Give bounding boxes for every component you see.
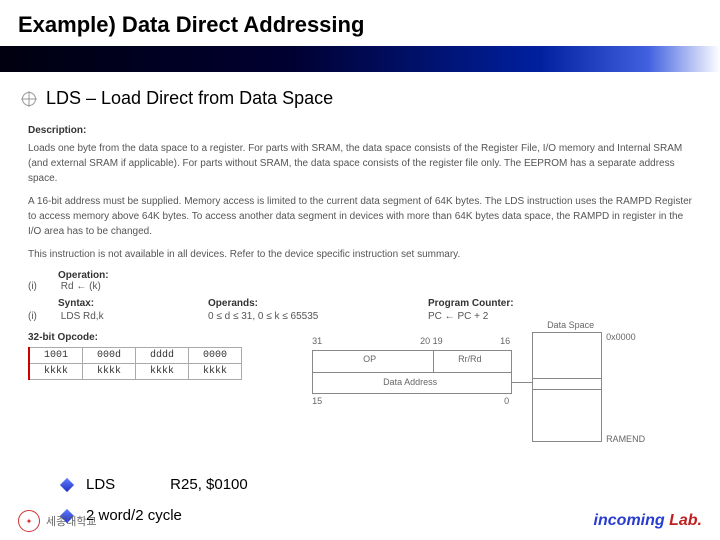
opcode-block: 32-bit Opcode: 1001 000d dddd 0000 kkkk … <box>28 332 242 380</box>
slide-title: Example) Data Direct Addressing <box>0 0 720 46</box>
memory-diagram: 31 20 19 16 OP Rr/Rd Data Address 15 0 D… <box>272 332 698 452</box>
lab-name: incoming Lab. <box>594 512 702 530</box>
diag-31: 31 <box>312 336 322 346</box>
operands-label: Operands: <box>208 298 368 309</box>
opcode-cell: 1001 <box>29 348 83 364</box>
university-logo: ✦ 세종대학교 <box>18 510 97 532</box>
operation-label: Operation: <box>58 270 698 281</box>
opcode-cell: 000d <box>83 348 136 364</box>
opcode-cell: kkkk <box>136 364 189 380</box>
operands-text: 0 ≤ d ≤ 31, 0 ≤ k ≤ 65535 <box>208 311 368 322</box>
university-name: 세종대학교 <box>46 513 97 529</box>
diag-16: 16 <box>500 336 510 346</box>
code-line: LDS R25, $0100 <box>86 476 248 493</box>
diag-rr: Rr/Rd <box>458 354 482 364</box>
content-area: LDS – Load Direct from Data Space Descri… <box>0 72 720 524</box>
description-label: Description: <box>28 123 698 138</box>
diag-top: 0x0000 <box>606 332 636 342</box>
diag-2019: 20 19 <box>420 336 443 346</box>
syntax-idx: (i) <box>28 311 46 322</box>
operation-text: Rd ← (k) <box>61 281 101 292</box>
operation-row: Operation: (i) Rd ← (k) <box>22 270 698 292</box>
emblem-icon: ✦ <box>18 510 40 532</box>
diamond-icon <box>60 477 74 491</box>
diag-bot: RAMEND <box>606 434 645 444</box>
pc-text: PC ← PC + 2 <box>428 311 514 322</box>
main-bullet-text: LDS – Load Direct from Data Space <box>46 88 333 109</box>
lab-incoming: incoming <box>594 512 670 529</box>
diag-15: 15 <box>312 396 322 406</box>
crosshair-icon <box>22 92 36 106</box>
syntax-label: Syntax: <box>58 298 148 309</box>
opcode-cell: kkkk <box>189 364 242 380</box>
operation-idx: (i) <box>28 281 46 292</box>
description-p2: A 16-bit address must be supplied. Memor… <box>28 194 698 239</box>
dataspace-box <box>532 332 602 442</box>
description-p3: This instruction is not available in all… <box>28 247 698 262</box>
opcode-table: 1001 000d dddd 0000 kkkk kkkk kkkk kkkk <box>28 347 242 380</box>
title-underline <box>0 46 720 72</box>
main-bullet: LDS – Load Direct from Data Space <box>22 88 698 109</box>
opcode-cell: kkkk <box>83 364 136 380</box>
code-mnemonic: LDS <box>86 476 166 493</box>
code-example: LDS R25, $0100 <box>62 476 698 493</box>
code-args: R25, $0100 <box>170 476 248 493</box>
diag-arrow <box>512 382 532 383</box>
diag-0: 0 <box>504 396 509 406</box>
opcode-cell: 0000 <box>189 348 242 364</box>
pc-label: Program Counter: <box>428 298 514 309</box>
footer: ✦ 세종대학교 incoming Lab. <box>0 510 720 532</box>
opcode-cell: dddd <box>136 348 189 364</box>
opcode-cell: kkkk <box>29 364 83 380</box>
lab-lab: Lab. <box>669 512 702 529</box>
instruction-box: OP Rr/Rd Data Address <box>312 350 512 394</box>
diag-op: OP <box>363 354 376 364</box>
diag-da: Data Address <box>383 377 437 387</box>
description-p1: Loads one byte from the data space to a … <box>28 141 698 186</box>
description-block: Description: Loads one byte from the dat… <box>22 123 698 262</box>
opcode-diagram-row: 32-bit Opcode: 1001 000d dddd 0000 kkkk … <box>22 332 698 452</box>
syntax-text: LDS Rd,k <box>61 311 104 322</box>
diag-ds: Data Space <box>547 320 594 330</box>
opcode-label: 32-bit Opcode: <box>28 332 242 343</box>
syntax-row: Syntax: (i) LDS Rd,k Operands: 0 ≤ d ≤ 3… <box>22 298 698 322</box>
